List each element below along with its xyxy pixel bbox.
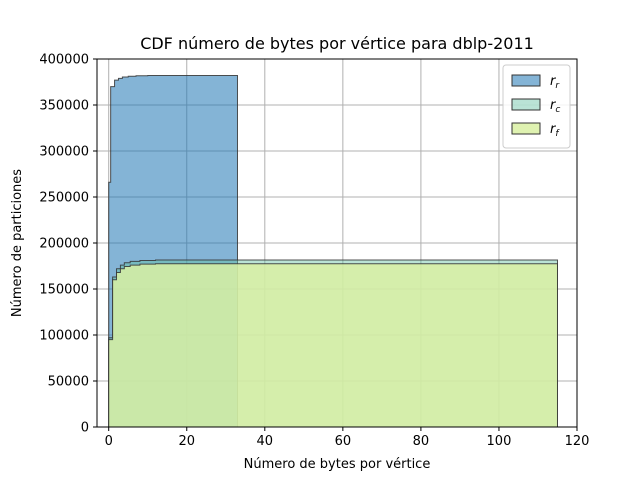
series-layer [108, 75, 558, 428]
legend-label-r-f: rf [550, 122, 560, 139]
y-tick-label: 400000 [39, 53, 89, 68]
chart-title: CDF número de bytes por vértice para dbl… [140, 34, 534, 53]
x-tick-label: 120 [565, 434, 590, 449]
x-tick-label: 100 [487, 434, 512, 449]
y-tick-label: 250000 [39, 191, 89, 206]
x-axis-label: Número de bytes por vértice [244, 457, 431, 472]
legend-swatch-r-c [511, 98, 541, 111]
legend: rr rc rf [502, 64, 571, 149]
x-tick-label: 20 [178, 434, 195, 449]
y-tick-label: 150000 [39, 283, 89, 298]
x-tick-label: 40 [257, 434, 274, 449]
y-tick-label: 350000 [39, 99, 89, 114]
ticks: 0 20 40 60 80 100 120 0 50000 100000 150000 200000 2… [39, 53, 589, 450]
legend-label-r-c: rc [550, 98, 560, 115]
y-tick-label: 300000 [39, 145, 89, 160]
legend-swatch-r-f [511, 122, 541, 135]
legend-swatch-r-r [511, 74, 541, 87]
y-tick-label: 100000 [39, 329, 89, 344]
y-tick-label: 50000 [48, 375, 89, 390]
x-tick-label: 60 [335, 434, 352, 449]
series-area-r-f [108, 263, 558, 428]
y-axis-label: Número de particiones [10, 169, 25, 317]
y-tick-label: 0 [81, 421, 89, 436]
x-tick-label: 0 [105, 434, 113, 449]
y-tick-label: 200000 [39, 237, 89, 252]
legend-label-r-r: rr [550, 74, 560, 91]
x-tick-label: 80 [413, 434, 430, 449]
